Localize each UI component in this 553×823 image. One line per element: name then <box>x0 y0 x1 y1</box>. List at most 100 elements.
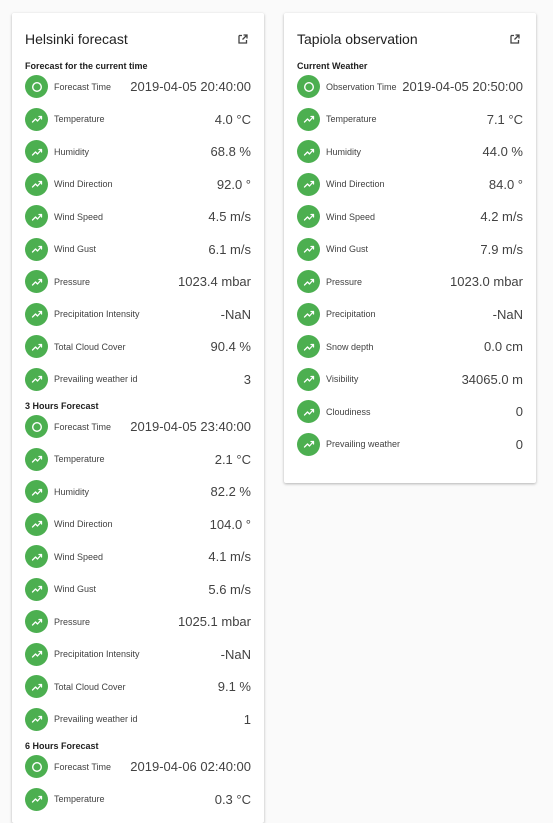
trend-icon <box>25 512 48 536</box>
entity-label: Temperature <box>54 114 105 124</box>
entity-label: Cloudiness <box>326 406 371 417</box>
entity-label: Precipitation Intensity <box>54 649 140 659</box>
entity-value: 34065.0 m <box>461 371 523 387</box>
trend-icon <box>297 367 320 391</box>
entity-row[interactable]: Temperature 2.1 °C <box>25 447 251 472</box>
entity-row[interactable]: Cloudiness 0 <box>297 400 523 424</box>
trend-icon <box>297 205 320 228</box>
entity-row[interactable]: Pressure 1023.0 mbar <box>297 270 523 294</box>
entity-row[interactable]: Humidity 44.0 % <box>297 140 523 164</box>
entity-label: Wind Gust <box>326 244 369 254</box>
entity-row[interactable]: Wind Direction 104.0 ° <box>25 512 251 537</box>
entity-value: 90.4 % <box>210 339 251 354</box>
entity-row[interactable]: Temperature 4.0 °C <box>25 107 251 132</box>
entity-row[interactable]: Precipitation -NaN <box>297 302 523 327</box>
entity-row[interactable]: Wind Gust 5.6 m/s <box>25 577 251 602</box>
entity-label: Total Cloud Cover <box>54 341 126 352</box>
entity-value: 4.0 °C <box>214 111 251 127</box>
entity-row[interactable]: Wind Speed 4.2 m/s <box>297 205 523 229</box>
clock-icon <box>25 755 48 778</box>
entity-row[interactable]: Precipitation Intensity -NaN <box>25 302 251 327</box>
entity-row[interactable]: Precipitation Intensity -NaN <box>25 642 251 667</box>
entity-label: Temperature <box>54 454 105 464</box>
trend-icon <box>25 577 48 601</box>
open-in-new-icon[interactable] <box>237 32 249 44</box>
entity-row[interactable]: Forecast Time 2019-04-05 23:40:00 <box>25 415 251 439</box>
entity-row[interactable]: Wind Gust 7.9 m/s <box>297 237 523 262</box>
entity-label: Pressure <box>54 616 91 627</box>
entity-row[interactable]: Humidity 82.2 % <box>25 480 251 504</box>
trend-icon <box>25 205 48 228</box>
entity-row[interactable]: Pressure 1023.4 mbar <box>25 270 251 294</box>
entity-row[interactable]: Temperature 7.1 °C <box>297 107 523 132</box>
entity-value: 2.1 °C <box>214 451 251 467</box>
entity-value: 0.0 cm <box>483 339 523 354</box>
section-title: Current Weather <box>297 61 368 71</box>
entity-row[interactable]: Total Cloud Cover 90.4 % <box>25 335 251 359</box>
entity-label: Humidity <box>54 146 90 157</box>
entity-value: 82.2 % <box>210 484 251 499</box>
clock-icon <box>297 75 320 98</box>
entity-value: 4.1 m/s <box>208 549 251 564</box>
entity-row[interactable]: Humidity 68.8 % <box>25 140 251 164</box>
entity-row[interactable]: Observation Time 2019-04-05 20:50:00 <box>297 75 523 99</box>
entity-label: Wind Speed <box>54 551 104 562</box>
entity-label: Pressure <box>54 276 91 287</box>
clock-icon <box>25 415 48 438</box>
entity-value: 0.3 °C <box>214 791 251 807</box>
entity-row[interactable]: Temperature 0.3 °C <box>25 787 251 812</box>
entity-label: Visibility <box>326 374 359 384</box>
entity-row[interactable]: Wind Direction 84.0 ° <box>297 172 523 197</box>
entity-value: 6.1 m/s <box>208 241 251 257</box>
entity-label: Prevailing weather <box>326 439 401 449</box>
entity-label: Wind Direction <box>54 179 113 189</box>
entity-row[interactable]: Wind Gust 6.1 m/s <box>25 237 251 262</box>
trend-icon <box>297 302 320 326</box>
entity-label: Total Cloud Cover <box>54 681 126 692</box>
entity-value: 104.0 ° <box>209 516 251 532</box>
entity-value: 1023.0 mbar <box>450 274 523 289</box>
entity-label: Forecast Time <box>54 81 112 92</box>
trend-icon <box>25 237 48 261</box>
entity-row[interactable]: Wind Direction 92.0 ° <box>25 172 251 197</box>
trend-icon <box>297 335 320 358</box>
entity-row[interactable]: Prevailing weather id 1 <box>25 707 251 732</box>
entity-value: 2019-04-05 20:50:00 <box>402 79 523 94</box>
open-in-new-icon[interactable] <box>509 32 521 44</box>
entity-row[interactable]: Total Cloud Cover 9.1 % <box>25 675 251 699</box>
entity-row[interactable]: Prevailing weather id 3 <box>25 367 251 392</box>
entity-label: Wind Gust <box>54 584 97 594</box>
entity-value: 1 <box>243 711 251 727</box>
trend-icon <box>25 545 48 568</box>
card-title: Helsinki forecast <box>25 31 128 47</box>
entity-value: -NaN <box>492 306 523 322</box>
entity-value: 4.5 m/s <box>208 209 251 224</box>
entity-label: Snow depth <box>326 341 374 352</box>
trend-icon <box>297 140 320 163</box>
entity-row[interactable]: Snow depth 0.0 cm <box>297 335 523 359</box>
card-title: Tapiola observation <box>297 31 418 47</box>
trend-icon <box>25 107 48 131</box>
entity-label: Prevailing weather id <box>54 374 138 384</box>
entity-row[interactable]: Prevailing weather 0 <box>297 432 523 457</box>
entity-label: Temperature <box>326 114 377 124</box>
trend-icon <box>25 302 48 326</box>
entity-row[interactable]: Visibility 34065.0 m <box>297 367 523 392</box>
helsinki-forecast-card: Helsinki forecast Forecast for the curre… <box>12 13 264 823</box>
entity-row[interactable]: Wind Speed 4.1 m/s <box>25 545 251 569</box>
entity-label: Wind Speed <box>54 211 104 222</box>
trend-icon <box>297 172 320 196</box>
clock-icon <box>25 75 48 98</box>
entity-value: 9.1 % <box>217 679 251 694</box>
entity-row[interactable]: Pressure 1025.1 mbar <box>25 610 251 634</box>
trend-icon <box>297 432 320 456</box>
entity-row[interactable]: Wind Speed 4.5 m/s <box>25 205 251 229</box>
trend-icon <box>25 447 48 471</box>
entity-row[interactable]: Forecast Time 2019-04-05 20:40:00 <box>25 75 251 99</box>
entity-label: Prevailing weather id <box>54 714 138 724</box>
entity-label: Wind Gust <box>54 244 97 254</box>
card-header: Helsinki forecast <box>25 30 251 48</box>
entity-row[interactable]: Forecast Time 2019-04-06 02:40:00 <box>25 755 251 779</box>
entity-label: Temperature <box>54 794 105 804</box>
entity-value: 1025.1 mbar <box>178 614 251 629</box>
